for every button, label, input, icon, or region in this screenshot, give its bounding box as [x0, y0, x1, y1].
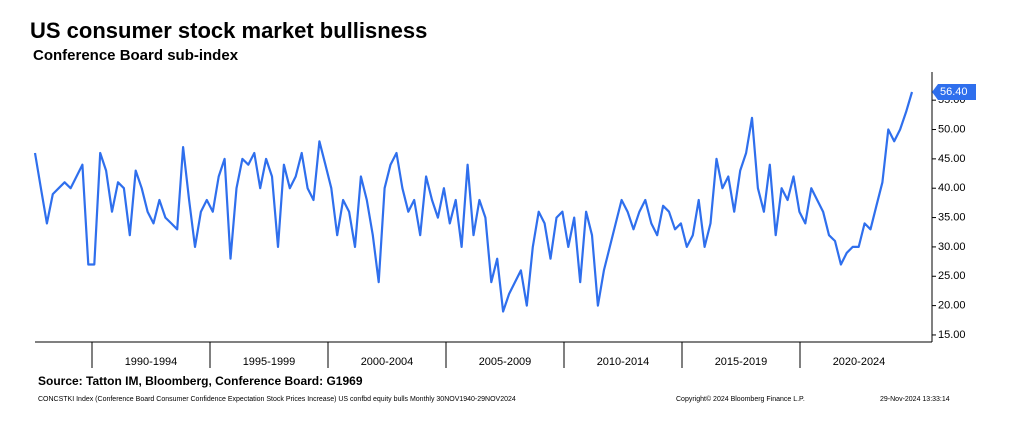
x-tick-label: 2005-2009 [479, 356, 532, 368]
x-tick-label: 1990-1994 [125, 356, 178, 368]
footnote: CONCSTKI Index (Conference Board Consume… [38, 396, 516, 403]
y-tick-label: 25.00 [938, 270, 966, 282]
y-tick-label: 45.00 [938, 153, 966, 165]
timestamp: 29-Nov-2024 13:33:14 [880, 396, 950, 403]
y-tick-label: 20.00 [938, 300, 966, 312]
x-tick-label: 2010-2014 [597, 356, 650, 368]
series-line [33, 91, 914, 313]
y-tick-label: 50.00 [938, 123, 966, 135]
value-label-box [932, 83, 976, 100]
y-tick-label: 15.00 [938, 329, 966, 341]
x-tick-label: 2020-2024 [833, 356, 886, 368]
chart-subtitle: Conference Board sub-index [33, 47, 239, 64]
x-tick-label: 2000-2004 [361, 356, 414, 368]
y-tick-label: 35.00 [938, 211, 966, 223]
x-tick-label: 2015-2019 [715, 356, 768, 368]
value-label: 56.40 [940, 86, 968, 98]
y-tick-label: 30.00 [938, 241, 966, 253]
source: Source: Tatton IM, Bloomberg, Conference… [38, 374, 363, 388]
copyright: Copyright© 2024 Bloomberg Finance L.P. [676, 395, 805, 403]
x-tick-label: 1995-1999 [243, 356, 296, 368]
y-tick-label: 40.00 [938, 182, 966, 194]
chart-title: US consumer stock market bullisness [30, 18, 427, 43]
